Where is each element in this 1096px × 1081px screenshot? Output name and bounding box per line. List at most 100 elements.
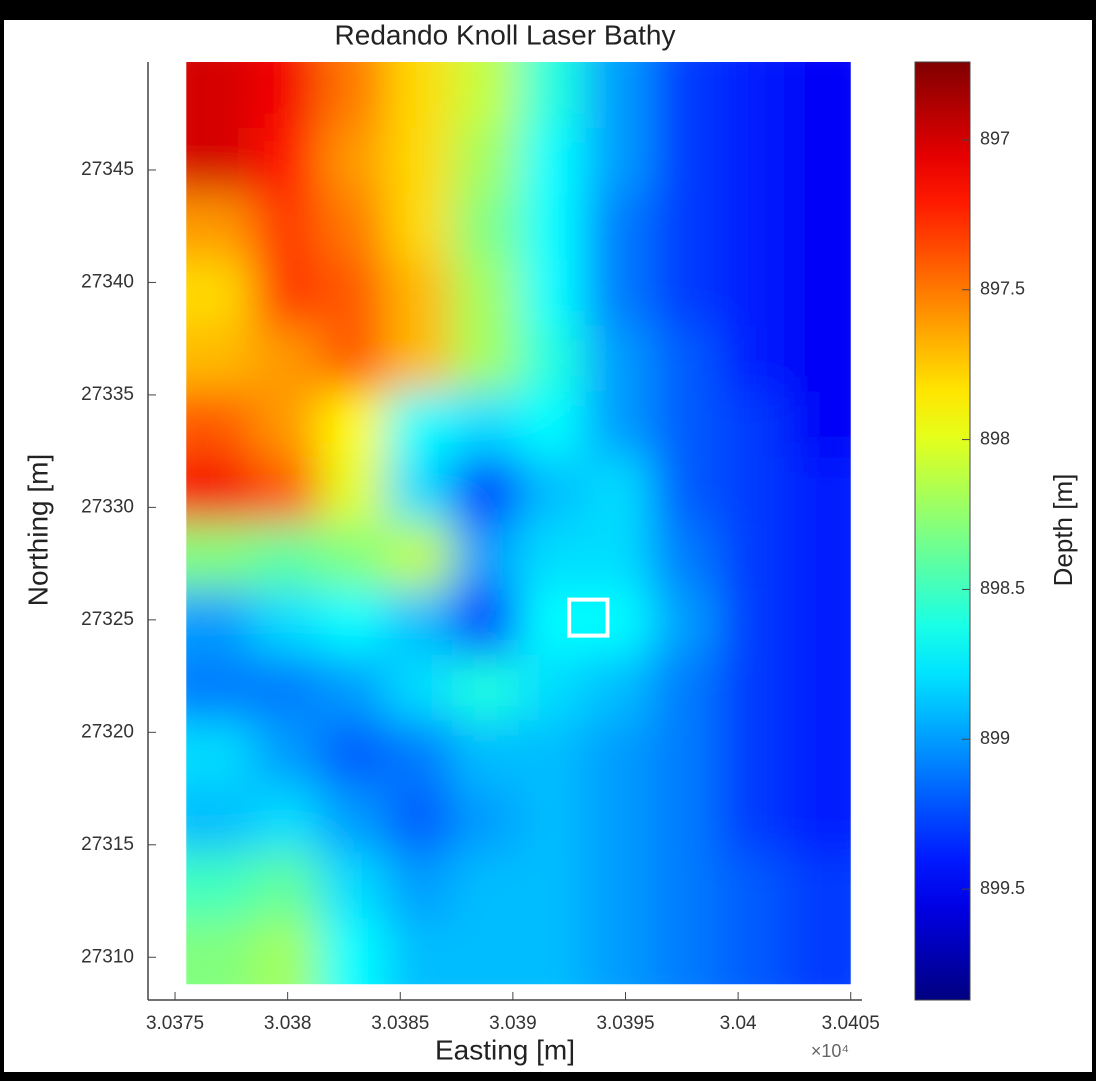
colorbar [915, 62, 970, 1000]
heatmap-cell [452, 655, 519, 721]
heatmap-cell [718, 523, 785, 589]
heatmap-cell [519, 260, 586, 326]
heatmap-cell [519, 326, 586, 392]
x-axis-label: Easting [m] [435, 1034, 575, 1065]
heatmap-cell [651, 457, 718, 523]
x-tick-label: 3.038 [264, 1013, 312, 1034]
heatmap-cell [386, 457, 453, 523]
heatmap-cell [452, 523, 519, 589]
heatmap-cell [718, 721, 785, 787]
heatmap-cell [452, 853, 519, 919]
x-tick-label: 3.0375 [146, 1013, 204, 1034]
x-tick-label: 3.0395 [596, 1013, 654, 1034]
heatmap-cell [651, 260, 718, 326]
heatmap-cell [452, 391, 519, 457]
heatmap-cell [452, 128, 519, 194]
y-tick-label: 27325 [81, 609, 134, 630]
heatmap-cell [651, 721, 718, 787]
heatmap-cell [651, 655, 718, 721]
heatmap-cell [319, 128, 386, 194]
y-tick-label: 27335 [81, 384, 134, 405]
heatmap-cell [519, 194, 586, 260]
heatmap-cell [386, 787, 453, 853]
heatmap-cell [386, 655, 453, 721]
heatmap-cell [319, 194, 386, 260]
heatmap-cell [651, 326, 718, 392]
heatmap-cell [585, 391, 652, 457]
colorbar-tick-label: 899.5 [980, 878, 1025, 898]
heatmap-cell [319, 787, 386, 853]
heatmap-cell [253, 260, 320, 326]
heatmap-cell [319, 391, 386, 457]
chart: Redando Knoll Laser Bathy Easting [m] No… [0, 0, 1096, 1081]
heatmap-cell [253, 128, 320, 194]
y-tick-label: 27330 [81, 496, 134, 517]
heatmap-cell [386, 194, 453, 260]
heatmap-cell [519, 128, 586, 194]
heatmap-cell [253, 787, 320, 853]
heatmap-cell [718, 391, 785, 457]
heatmap-cell [253, 589, 320, 655]
heatmap-cell [319, 853, 386, 919]
y-tick-label: 27345 [81, 159, 134, 180]
heatmap-cell [519, 523, 586, 589]
x-tick-label: 3.0385 [371, 1013, 429, 1034]
y-tick-label: 27320 [81, 721, 134, 742]
heatmap-cell [651, 787, 718, 853]
heatmap-cell [651, 523, 718, 589]
heatmap-cell [718, 655, 785, 721]
heatmap-cell [651, 853, 718, 919]
heatmap-cell [519, 391, 586, 457]
heatmap-cell [253, 853, 320, 919]
heatmap-cell [585, 523, 652, 589]
heatmap-cell [319, 326, 386, 392]
heatmap-cells [146, 22, 891, 1025]
heatmap-cell [718, 326, 785, 392]
heatmap-cell [452, 326, 519, 392]
heatmap-cell [585, 655, 652, 721]
heatmap-cell [585, 194, 652, 260]
heatmap-cell [585, 128, 652, 194]
heatmap-cell [253, 721, 320, 787]
heatmap-cell [519, 655, 586, 721]
heatmap-cell [386, 128, 453, 194]
heatmap-cell [585, 853, 652, 919]
heatmap-cell [319, 457, 386, 523]
y-axis-label: Northing [m] [22, 454, 53, 607]
heatmap-cell [519, 721, 586, 787]
x-scale-label: ×10⁴ [811, 1041, 849, 1061]
heatmap-cell [452, 194, 519, 260]
heatmap-cell [651, 194, 718, 260]
heatmap-cell [585, 721, 652, 787]
x-tick-label: 3.0405 [822, 1013, 880, 1034]
heatmap-cell [253, 457, 320, 523]
heatmap-cell [253, 194, 320, 260]
colorbar-tick-label: 899 [980, 728, 1010, 748]
heatmap-cell [386, 260, 453, 326]
colorbar-tick-label: 897 [980, 129, 1010, 149]
heatmap-cell [718, 260, 785, 326]
heatmap-cell [519, 457, 586, 523]
chart-title: Redando Knoll Laser Bathy [335, 19, 676, 50]
heatmap-cell [253, 326, 320, 392]
heatmap-cell [519, 853, 586, 919]
heatmap-cell [452, 457, 519, 523]
x-tick-label: 3.039 [489, 1013, 537, 1034]
heatmap-cell [319, 721, 386, 787]
heatmap-cell [651, 391, 718, 457]
heatmap-cell [386, 523, 453, 589]
heatmap-cell [651, 128, 718, 194]
heatmap-cell [585, 326, 652, 392]
heatmap-cell [319, 523, 386, 589]
heatmap-cell [319, 655, 386, 721]
heatmap-cell [386, 721, 453, 787]
heatmap-cell [319, 260, 386, 326]
heatmap-cell [718, 128, 785, 194]
heatmap-cell [386, 326, 453, 392]
colorbar-tick-label: 898.5 [980, 578, 1025, 598]
heatmap-cell [585, 787, 652, 853]
heatmap-cell [253, 523, 320, 589]
heatmap-cell [452, 787, 519, 853]
heatmap-cell [718, 194, 785, 260]
heatmap-cell [386, 589, 453, 655]
